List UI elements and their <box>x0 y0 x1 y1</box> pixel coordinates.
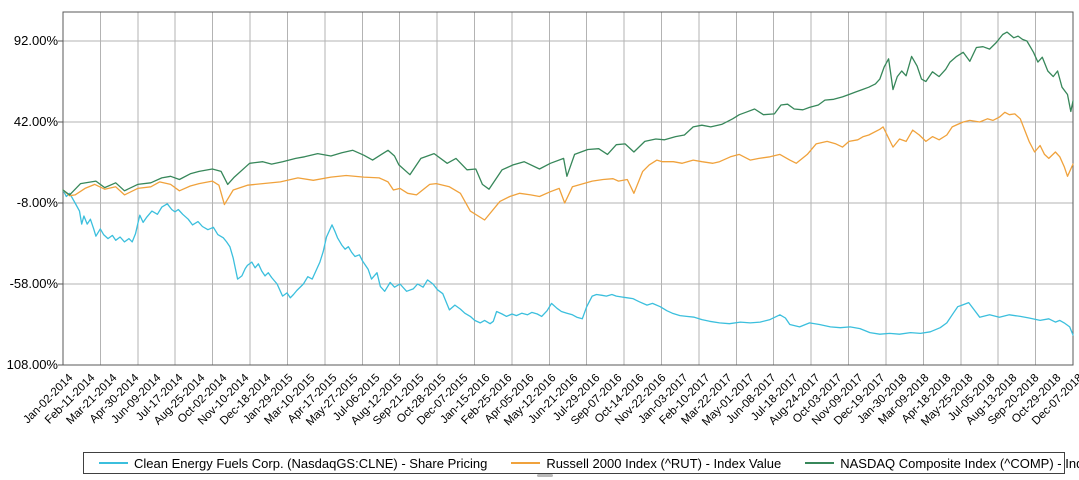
y-tick-label: -8.00% <box>16 195 58 210</box>
y-tick-label: 42.00% <box>13 114 58 129</box>
series-line-2 <box>62 31 1074 196</box>
clne-line-swatch-icon <box>99 462 128 464</box>
legend-item-clne: Clean Energy Fuels Corp. (NasdaqGS:CLNE)… <box>99 456 487 471</box>
legend-label-clne: Clean Energy Fuels Corp. (NasdaqGS:CLNE)… <box>134 455 488 471</box>
plot-border <box>62 11 1074 366</box>
comp-line-swatch-icon <box>805 462 835 464</box>
legend-item-comp: NASDAQ Composite Index (^COMP) - Index V… <box>805 456 1079 471</box>
cropped-text-artifact <box>537 474 553 477</box>
y-tick-label: 108.00% <box>6 357 58 372</box>
series-line-1 <box>62 111 1074 221</box>
legend-label-comp: NASDAQ Composite Index (^COMP) - Index V… <box>840 455 1079 471</box>
series-line-0 <box>62 189 1074 336</box>
y-tick-label: 92.00% <box>13 33 58 48</box>
y-tick-label: -58.00% <box>9 276 58 291</box>
rut-line-swatch-icon <box>511 462 541 464</box>
legend-label-rut: Russell 2000 Index (^RUT) - Index Value <box>546 455 782 471</box>
chart-legend: Clean Energy Fuels Corp. (NasdaqGS:CLNE)… <box>83 452 1079 474</box>
legend-item-rut: Russell 2000 Index (^RUT) - Index Value <box>511 456 781 471</box>
